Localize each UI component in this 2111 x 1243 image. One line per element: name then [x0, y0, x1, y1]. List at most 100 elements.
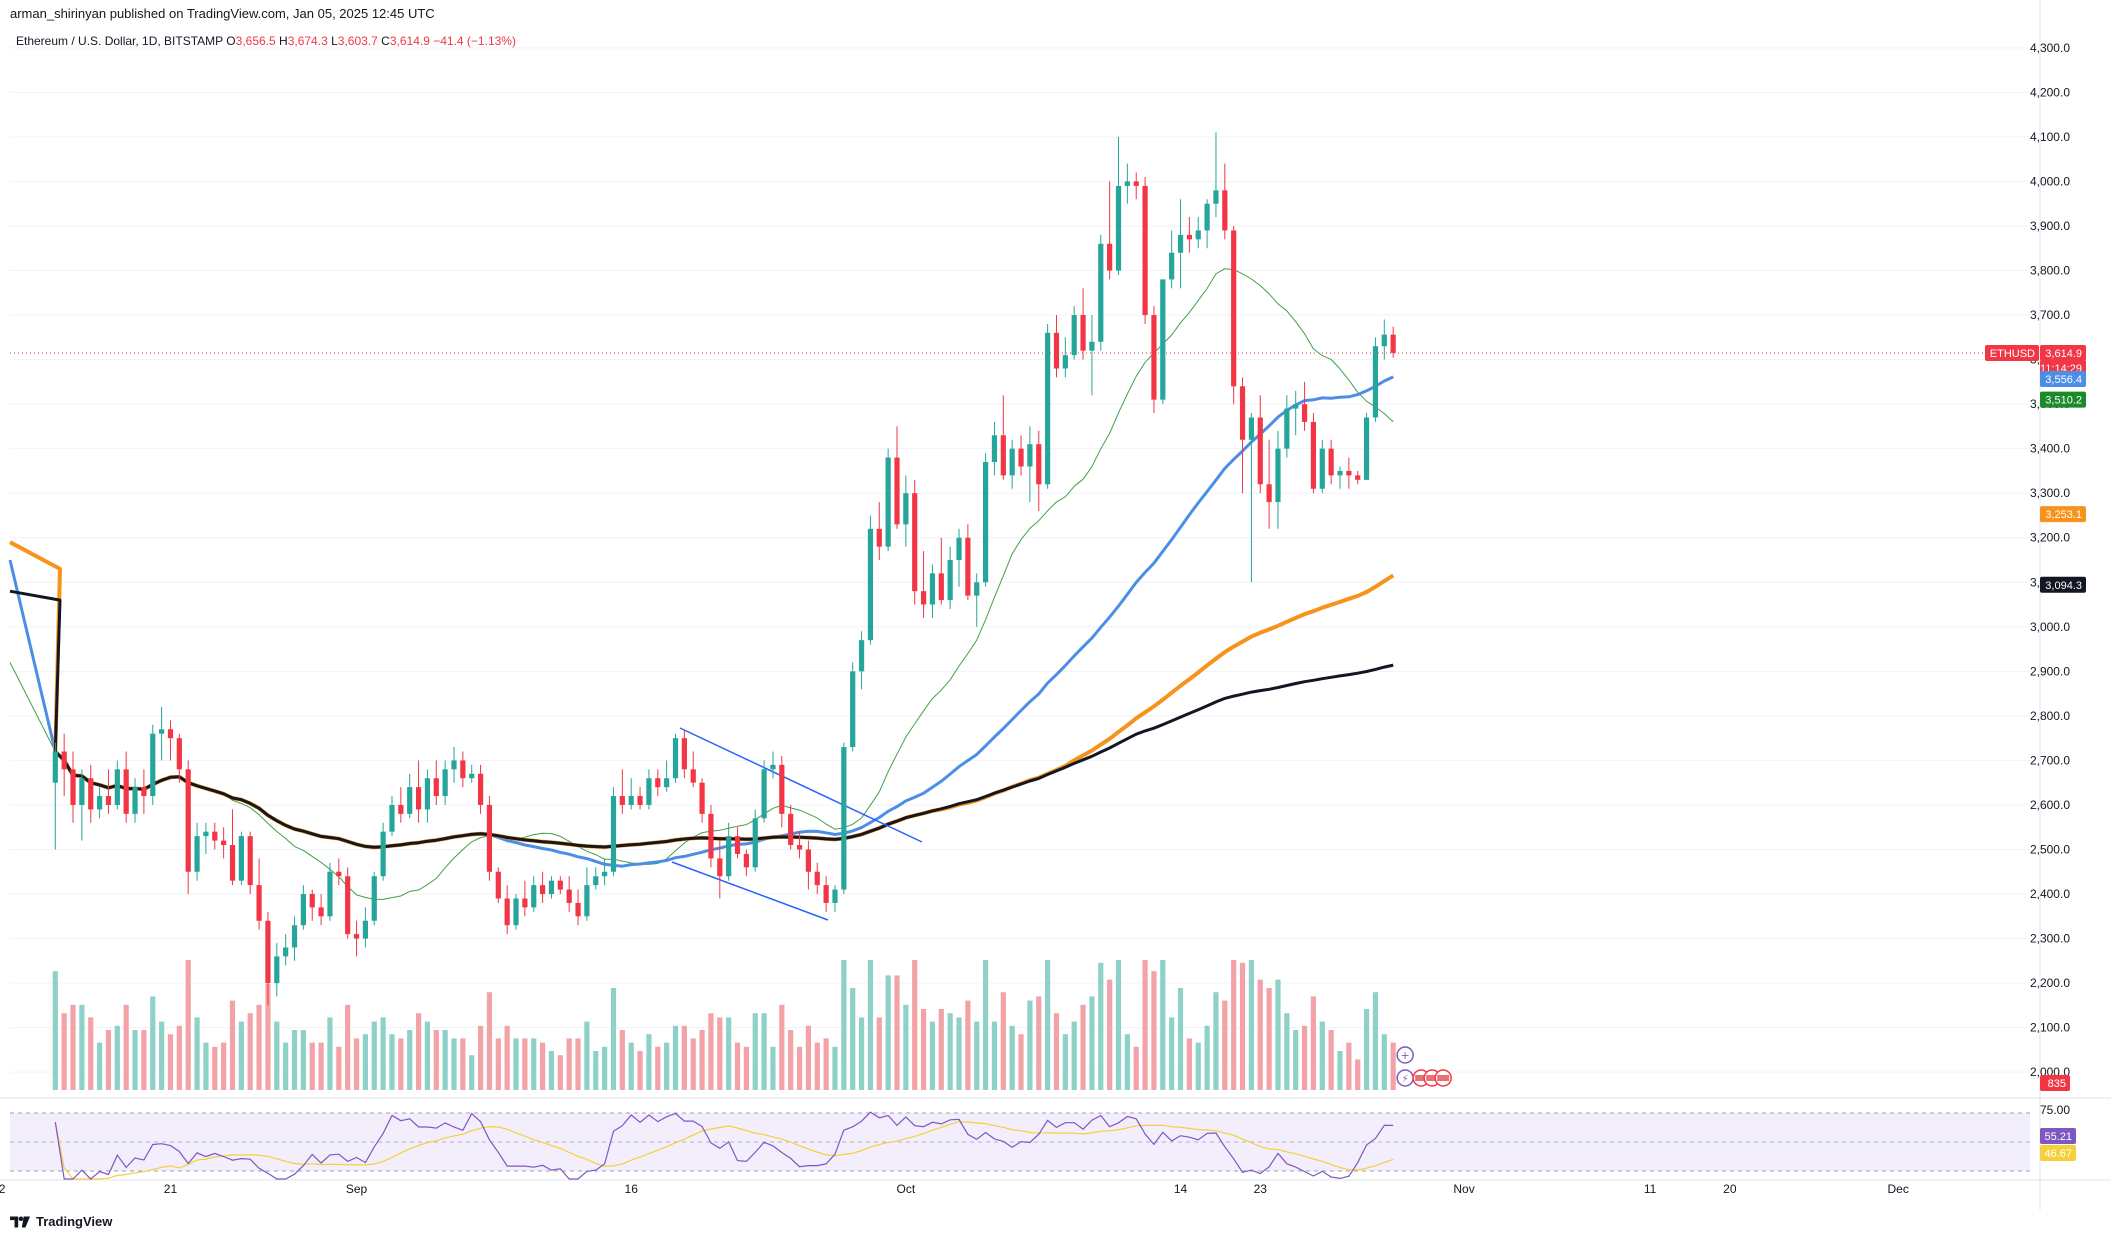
- volume-badge-bg: [2040, 1075, 2070, 1091]
- ma-20-line: [9, 268, 1394, 900]
- volume-bar: [327, 1017, 333, 1090]
- candle-body: [575, 902, 581, 917]
- volume-bar: [1160, 960, 1166, 1090]
- volume-bar: [717, 1017, 723, 1090]
- ma-200-line: [9, 589, 1394, 849]
- volume-bar: [389, 1034, 395, 1090]
- volume-bar: [1062, 1034, 1068, 1090]
- candle-body: [610, 796, 617, 872]
- candle-body: [336, 871, 342, 877]
- volume-bar: [442, 1030, 448, 1090]
- candle-body: [1124, 181, 1130, 186]
- high-value: 3,674.3: [287, 34, 328, 48]
- candle-body: [1284, 408, 1290, 449]
- volume-bar: [424, 1021, 431, 1090]
- candle-body: [513, 898, 519, 926]
- volume-bar: [221, 1042, 227, 1090]
- candle-body: [1301, 404, 1308, 422]
- volume-bar: [291, 1030, 298, 1090]
- candle-body: [903, 493, 909, 525]
- candle-body: [1098, 243, 1104, 342]
- candle-body: [433, 778, 439, 797]
- symbol-badge-bg: [1985, 344, 2039, 361]
- candlesticks: [52, 132, 1396, 1006]
- volume-bar: [433, 1030, 439, 1090]
- candle-body: [212, 831, 218, 841]
- event-flag-stripe: [1415, 1075, 1428, 1081]
- volume-bar: [318, 1042, 324, 1090]
- date-tick-label: Dec: [1888, 1182, 1909, 1196]
- volume-bar: [1390, 1042, 1396, 1090]
- candle-body: [681, 738, 687, 770]
- candle-body: [947, 560, 953, 601]
- tradingview-footer[interactable]: TradingView: [10, 1214, 112, 1229]
- close-value: 3,614.9: [389, 34, 430, 48]
- candle-body: [566, 889, 572, 903]
- last-price-badge-bg: [2040, 344, 2086, 361]
- candle-body: [1390, 334, 1396, 353]
- volume-bar: [858, 1017, 865, 1090]
- rsi-tick-label: 75.00: [2040, 1103, 2070, 1117]
- volume-bar: [1204, 1025, 1210, 1090]
- candle-body: [1337, 470, 1343, 476]
- candle-body: [850, 671, 856, 748]
- wedge-lower-line: [671, 861, 829, 921]
- volume-bar: [876, 1017, 882, 1090]
- ma-green-badge: 3,510.2: [2045, 395, 2082, 407]
- volume-bar: [805, 1025, 811, 1090]
- volume-bar: [956, 1017, 962, 1090]
- candle-body: [823, 885, 829, 903]
- ma-orange-badge: 3,253.1: [2045, 509, 2082, 521]
- candle-body: [655, 778, 661, 788]
- open-value: 3,656.5: [235, 34, 276, 48]
- date-tick-label: 11: [1644, 1182, 1657, 1196]
- footer-brand: TradingView: [36, 1214, 113, 1229]
- candle-body: [309, 894, 315, 908]
- wedge-upper-line: [679, 727, 923, 843]
- volume-bar: [1000, 992, 1006, 1090]
- price-tick-label: 2,500.0: [2030, 842, 2070, 856]
- candle-body: [61, 751, 67, 770]
- volume-bar: [770, 1046, 776, 1090]
- candle-body: [398, 804, 404, 814]
- volume-bar: [1195, 1042, 1201, 1090]
- candle-body: [841, 747, 847, 890]
- volume-bar: [1089, 996, 1095, 1090]
- volume-bar: [947, 1013, 953, 1090]
- candle-body: [788, 813, 794, 846]
- candle-body: [167, 729, 174, 739]
- candle-body: [920, 591, 927, 605]
- volume-bar: [469, 1055, 475, 1090]
- rsi-ma-badge: 46.67: [2044, 1148, 2072, 1160]
- date-tick-label: Nov: [1453, 1182, 1474, 1196]
- open-label: O: [226, 34, 236, 48]
- volume-bar: [513, 1038, 519, 1090]
- candle-body: [300, 894, 306, 926]
- candle-body: [1053, 332, 1060, 369]
- volume-bar: [920, 1009, 927, 1090]
- volume-bar: [672, 1025, 679, 1090]
- date-tick-label: 14: [1174, 1182, 1188, 1196]
- volume-bar: [451, 1038, 457, 1090]
- ma-blue-badge: 3,556.4: [2045, 374, 2082, 386]
- symbol-description: Ethereum / U.S. Dollar, 1D, BITSTAMP: [16, 34, 223, 48]
- volume-bar: [1293, 1030, 1299, 1090]
- candle-body: [1275, 448, 1281, 503]
- volume-bar: [371, 1021, 377, 1090]
- volume-bar: [159, 1021, 165, 1090]
- candle-body: [362, 920, 368, 939]
- candle-body: [1036, 444, 1042, 485]
- volume-bar: [88, 1017, 94, 1090]
- candle-body: [1372, 346, 1379, 418]
- candle-body: [1160, 279, 1166, 400]
- volume-bar: [495, 1038, 501, 1090]
- volume-bar: [708, 1013, 714, 1090]
- candle-body: [451, 760, 457, 770]
- last-price-badge: 3,614.9: [2045, 348, 2082, 360]
- candle-body: [1089, 341, 1095, 351]
- volume-bar: [486, 992, 493, 1090]
- volume-bar: [1053, 1013, 1060, 1090]
- price-tick-label: 3,900.0: [2030, 219, 2070, 233]
- date-tick-label: 21: [164, 1182, 178, 1196]
